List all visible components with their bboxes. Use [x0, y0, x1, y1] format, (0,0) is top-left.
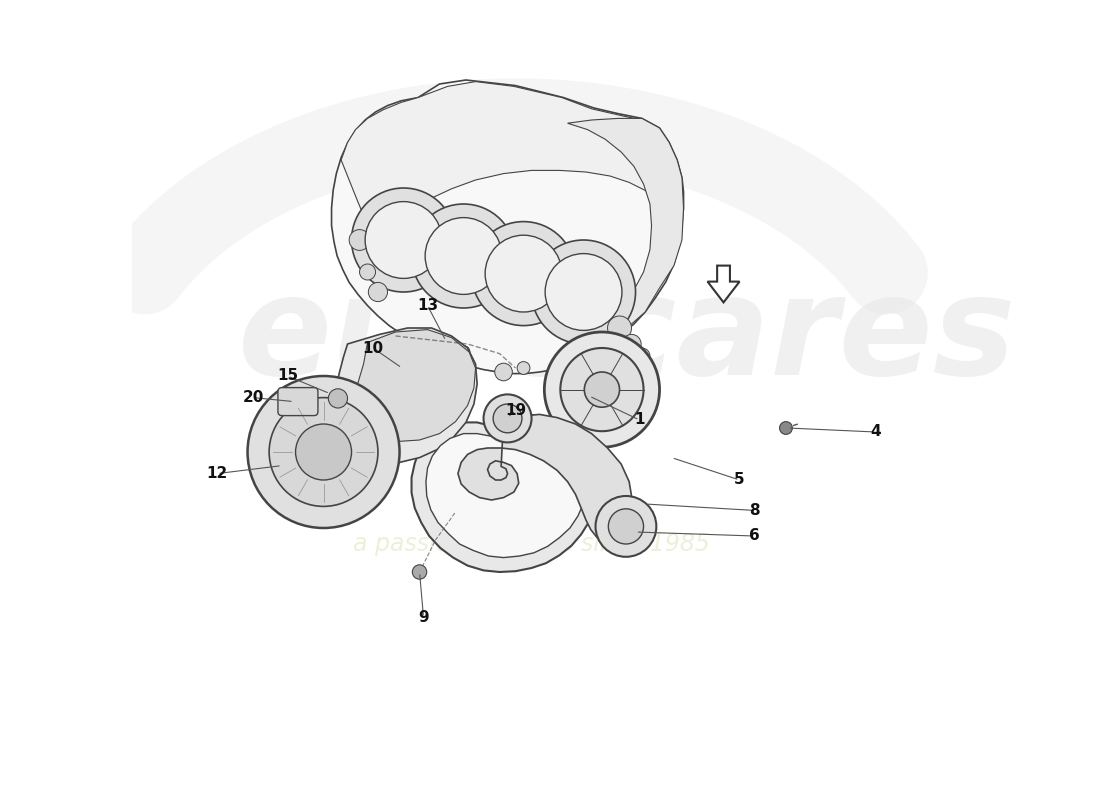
Circle shape: [607, 316, 631, 340]
Circle shape: [328, 389, 348, 408]
Text: 15: 15: [277, 369, 298, 383]
Text: 13: 13: [417, 298, 438, 313]
Circle shape: [393, 334, 406, 346]
Circle shape: [485, 235, 562, 312]
Text: 19: 19: [505, 403, 526, 418]
Circle shape: [296, 424, 352, 480]
Text: 8: 8: [749, 503, 759, 518]
Circle shape: [349, 230, 370, 250]
Circle shape: [560, 348, 643, 431]
Circle shape: [484, 394, 531, 442]
Text: 20: 20: [242, 390, 264, 405]
Circle shape: [517, 362, 530, 374]
Circle shape: [595, 496, 657, 557]
Polygon shape: [331, 80, 683, 374]
Circle shape: [531, 240, 636, 344]
Polygon shape: [458, 414, 632, 544]
Circle shape: [360, 264, 375, 280]
Circle shape: [608, 509, 644, 544]
Circle shape: [495, 363, 513, 381]
Polygon shape: [411, 414, 597, 572]
Polygon shape: [426, 425, 586, 558]
Text: 5: 5: [734, 473, 745, 487]
Circle shape: [433, 349, 453, 368]
FancyBboxPatch shape: [278, 388, 318, 416]
Circle shape: [412, 565, 427, 579]
Text: eurocares: eurocares: [239, 269, 1016, 403]
Text: 10: 10: [363, 341, 384, 355]
Circle shape: [458, 346, 470, 358]
Circle shape: [425, 218, 502, 294]
Circle shape: [544, 332, 660, 447]
Circle shape: [554, 357, 573, 376]
Circle shape: [352, 188, 455, 292]
Polygon shape: [341, 82, 678, 238]
Polygon shape: [707, 266, 739, 302]
Circle shape: [621, 334, 641, 354]
Circle shape: [411, 204, 516, 308]
Polygon shape: [326, 328, 477, 464]
Circle shape: [472, 222, 575, 326]
Text: 1: 1: [635, 413, 645, 427]
Circle shape: [493, 404, 521, 433]
Circle shape: [248, 376, 399, 528]
Circle shape: [584, 372, 619, 407]
Text: 6: 6: [749, 529, 759, 543]
Circle shape: [634, 348, 650, 364]
Circle shape: [365, 202, 442, 278]
Polygon shape: [351, 330, 475, 442]
Text: 9: 9: [418, 610, 429, 625]
Text: a passion for parts since 1985: a passion for parts since 1985: [353, 532, 710, 556]
Circle shape: [780, 422, 792, 434]
Text: 12: 12: [207, 466, 228, 481]
Circle shape: [270, 398, 378, 506]
Circle shape: [368, 282, 387, 302]
Text: 4: 4: [870, 425, 881, 439]
Polygon shape: [568, 118, 683, 350]
Circle shape: [546, 254, 622, 330]
